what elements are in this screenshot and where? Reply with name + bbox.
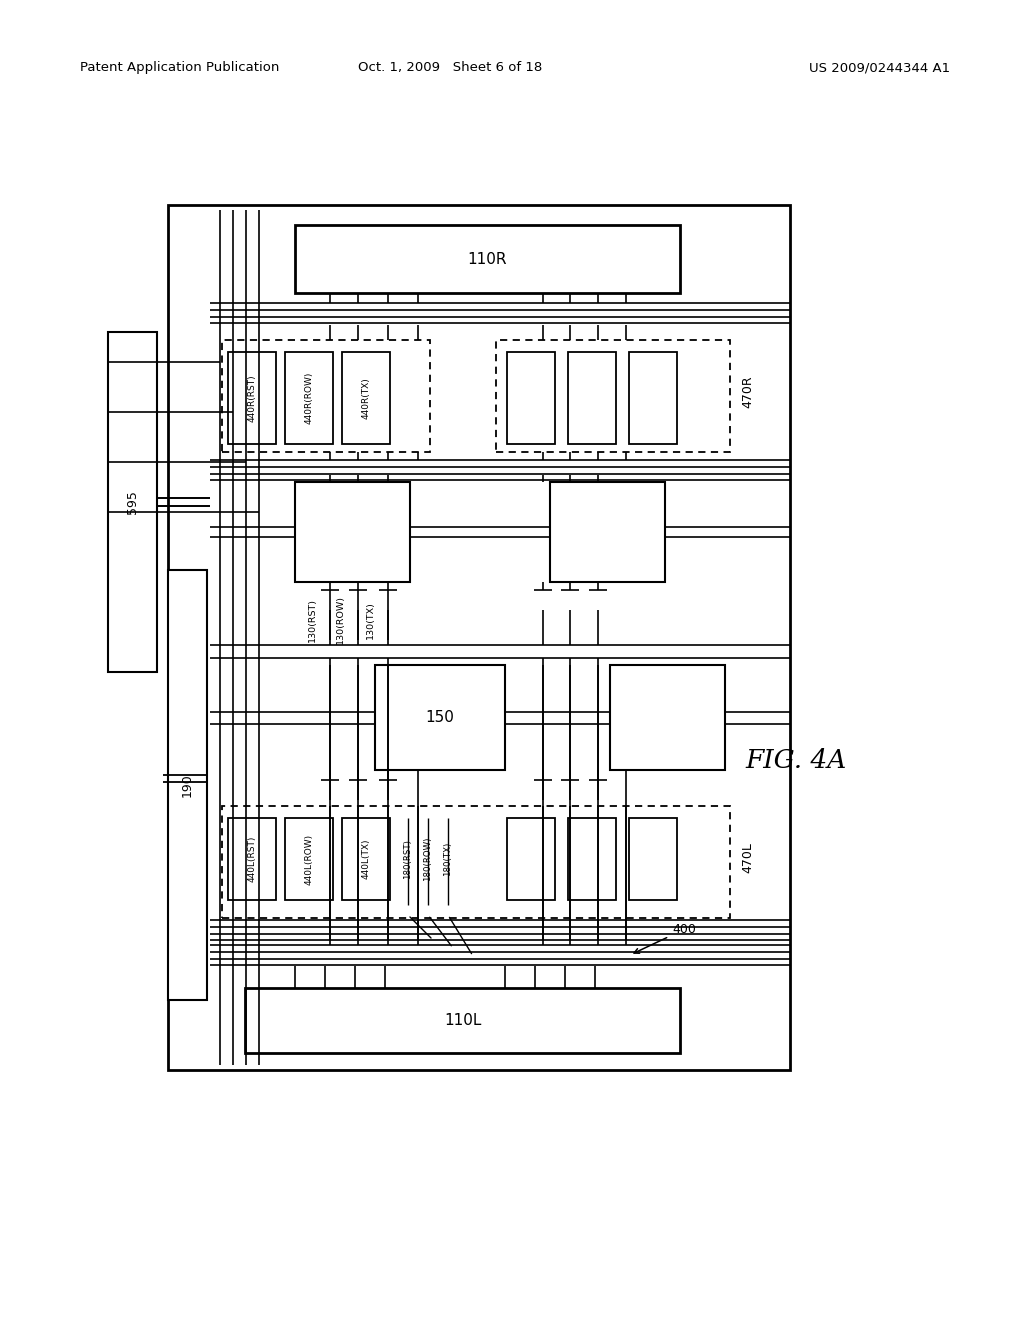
Text: 440R(TX): 440R(TX) [361, 378, 371, 418]
Bar [342, 818, 390, 900]
Bar [629, 818, 677, 900]
Text: 595: 595 [126, 490, 139, 513]
Bar [550, 482, 665, 582]
Text: 440L(RST): 440L(RST) [248, 836, 256, 882]
Bar [168, 570, 207, 1001]
Bar [168, 205, 790, 1071]
Text: 150: 150 [426, 710, 455, 725]
Text: 130(RST): 130(RST) [307, 598, 316, 642]
Text: FIG. 4A: FIG. 4A [745, 747, 846, 772]
Bar [295, 482, 410, 582]
Text: Oct. 1, 2009   Sheet 6 of 18: Oct. 1, 2009 Sheet 6 of 18 [357, 62, 542, 74]
Text: 190: 190 [181, 774, 194, 797]
Text: 180(ROW): 180(ROW) [424, 837, 432, 882]
Text: 400: 400 [634, 923, 696, 953]
Bar [610, 665, 725, 770]
Bar [222, 341, 430, 451]
Bar [375, 665, 505, 770]
Text: 110R: 110R [468, 252, 507, 267]
Text: 180(TX): 180(TX) [443, 842, 453, 876]
Bar [228, 818, 276, 900]
Text: 440R(RST): 440R(RST) [248, 374, 256, 422]
Text: 440L(TX): 440L(TX) [361, 838, 371, 879]
Bar [496, 341, 730, 451]
Bar [285, 352, 333, 444]
Text: US 2009/0244344 A1: US 2009/0244344 A1 [809, 62, 950, 74]
Text: 110L: 110L [443, 1012, 481, 1028]
Text: 180(RST): 180(RST) [403, 840, 413, 879]
Bar [285, 818, 333, 900]
Bar [228, 352, 276, 444]
Text: 470R: 470R [741, 376, 755, 408]
Bar [108, 333, 157, 672]
Bar [507, 352, 555, 444]
Bar [245, 987, 680, 1053]
Bar [629, 352, 677, 444]
Bar [222, 807, 730, 917]
Text: 440R(ROW): 440R(ROW) [304, 372, 313, 424]
Bar [568, 352, 616, 444]
Text: 470L: 470L [741, 842, 755, 874]
Bar [507, 818, 555, 900]
Text: 130(TX): 130(TX) [366, 601, 375, 639]
Bar [295, 224, 680, 293]
Bar [342, 352, 390, 444]
Text: Patent Application Publication: Patent Application Publication [80, 62, 280, 74]
Bar [568, 818, 616, 900]
Text: 440L(ROW): 440L(ROW) [304, 833, 313, 884]
Text: 130(ROW): 130(ROW) [336, 595, 344, 644]
